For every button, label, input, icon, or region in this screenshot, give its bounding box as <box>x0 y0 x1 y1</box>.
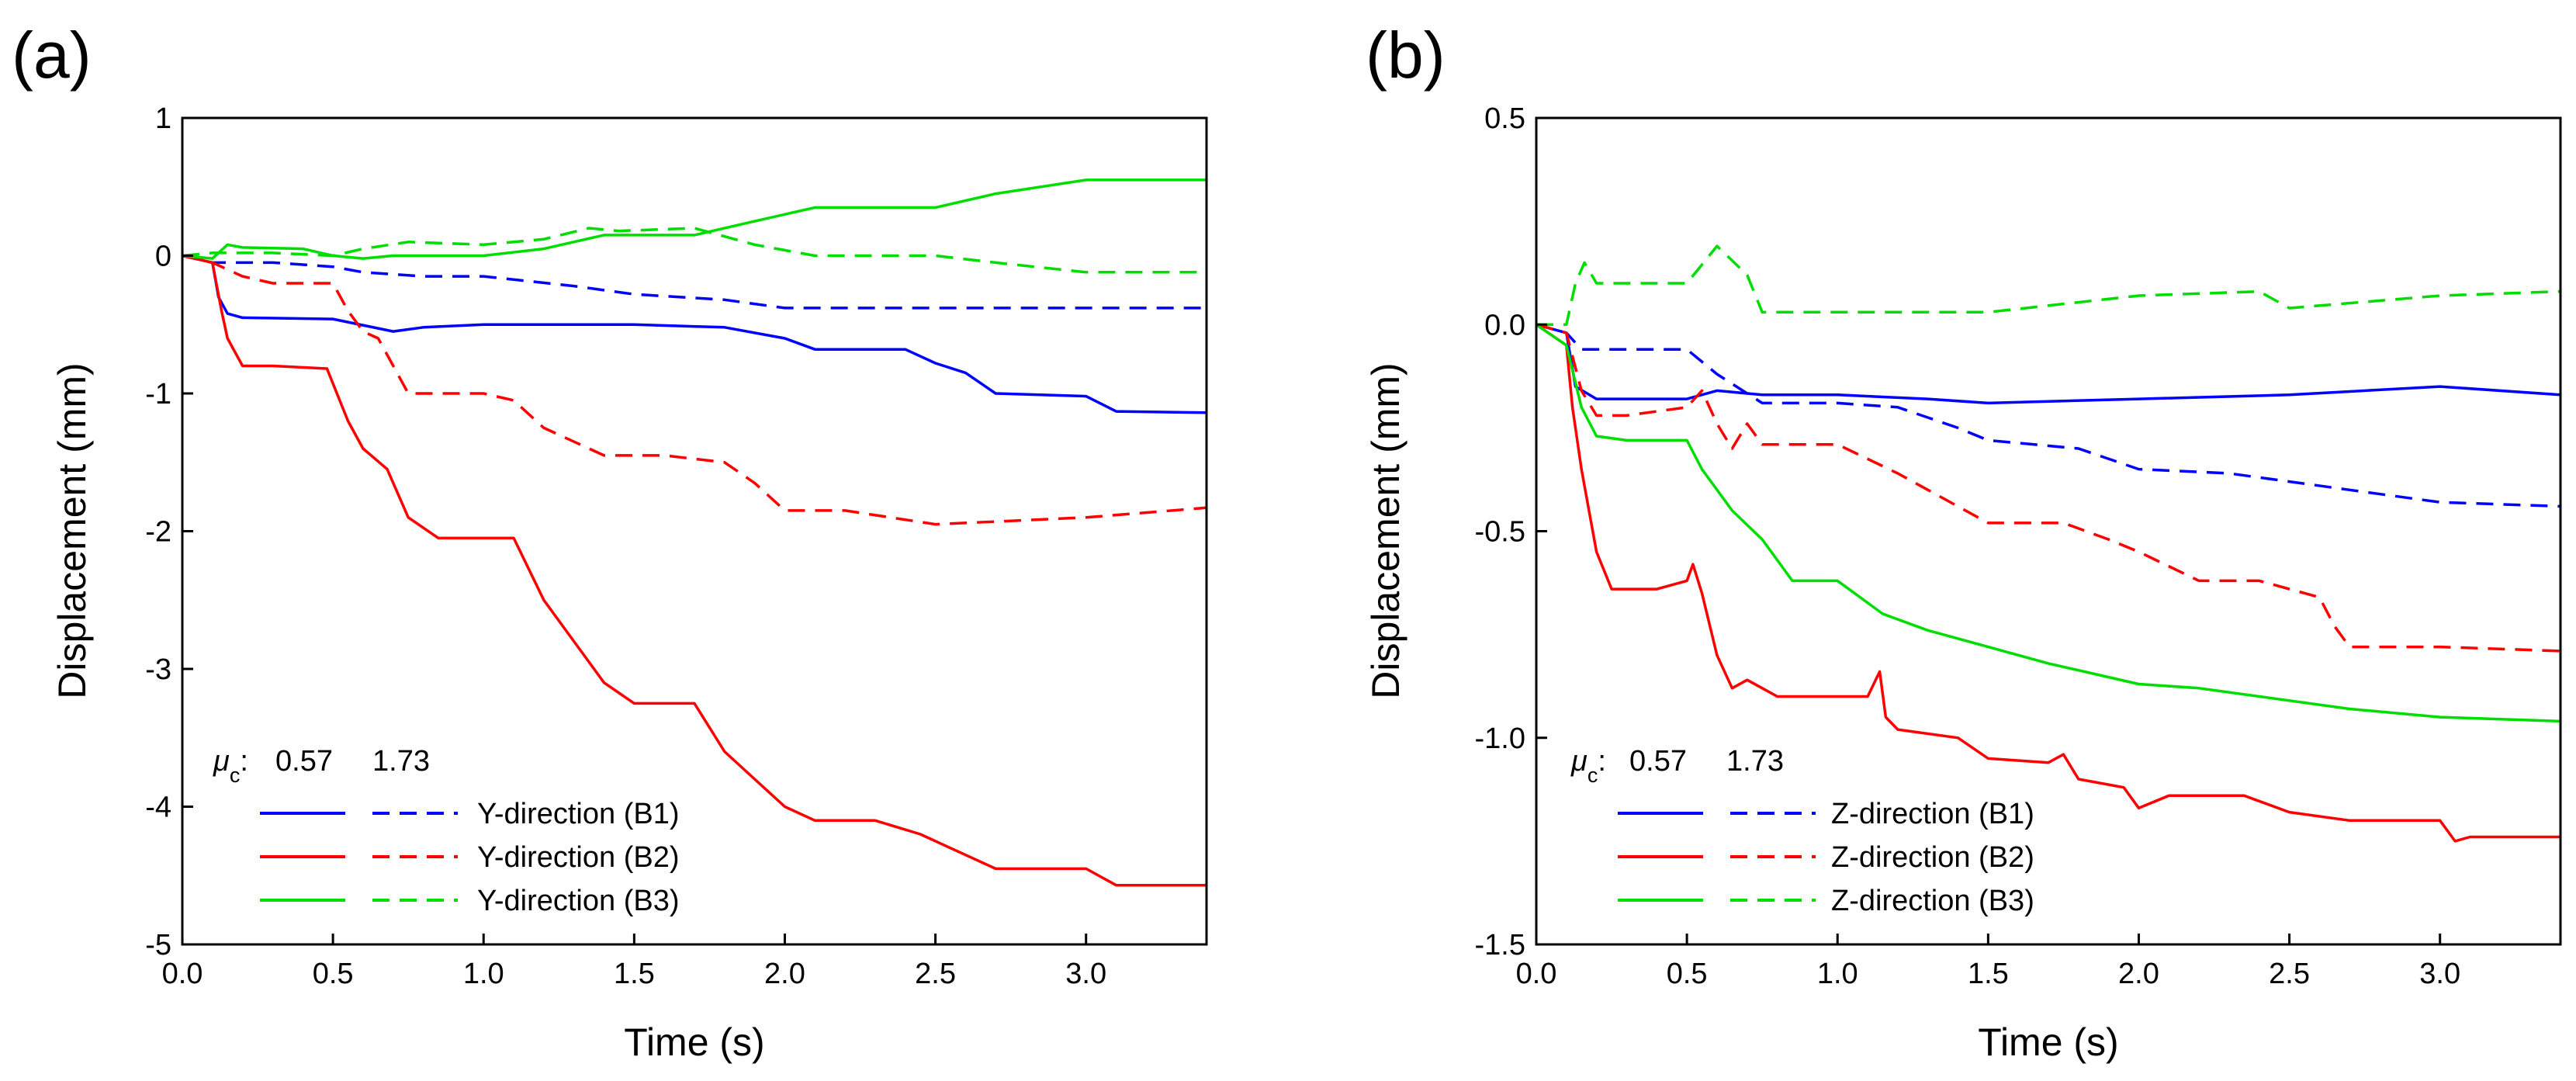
ticks-layer: 0.0 0.5 1.0 1.5 2.0 2.5 3.0 1 0 -1 -2 -3 -4 -5 <box>145 102 1106 990</box>
series-line-4 <box>1536 323 2561 723</box>
y-axis-label: Displacement (mm) <box>1364 362 1407 698</box>
y-tick-label: -2 <box>145 516 171 549</box>
series-line-5 <box>182 227 1207 274</box>
x-tick-label: 1.0 <box>463 958 504 990</box>
y-tick-label: -1 <box>145 378 171 411</box>
legend-col2: 1.73 <box>1726 745 1784 778</box>
y-tick-label: -0.5 <box>1475 516 1525 549</box>
legend: μc: 0.57 1.73 Z-direction (B1) Z-directi… <box>1570 745 2034 917</box>
x-tick-label: 3.0 <box>1065 958 1106 990</box>
legend-label: Z-direction (B1) <box>1831 798 2034 830</box>
legend-label: Y-direction (B2) <box>477 841 680 874</box>
series-line-2 <box>1536 323 2560 843</box>
x-tick-label: 1.5 <box>614 958 655 990</box>
x-tick-label: 0.5 <box>1667 958 1708 990</box>
x-tick-label: 3.0 <box>2419 958 2460 990</box>
legend-entry-b3: Z-direction (B3) <box>1618 885 2034 917</box>
series-line-2 <box>182 254 1207 887</box>
y-tick-label: -4 <box>145 792 171 824</box>
y-tick-label: 0 <box>155 241 171 273</box>
x-tick-label: 1.5 <box>1968 958 2009 990</box>
ticks-layer: 0.0 0.5 1.0 1.5 2.0 2.5 3.0 0.5 0.0 -0.5 -1.0 -1.5 <box>1475 102 2461 990</box>
series-line-0 <box>182 254 1207 414</box>
legend-entry-b3: Y-direction (B3) <box>260 885 680 917</box>
legend-entry-b2: Z-direction (B2) <box>1618 841 2034 874</box>
y-tick-label: -1.5 <box>1475 929 1525 961</box>
panel-b: (b) 0.0 0.5 1.0 1.5 2.0 2.5 3.0 0.5 0.0 -0.5 -1.0 -… <box>1364 19 2562 1064</box>
x-tick-label: 2.0 <box>2118 958 2159 990</box>
x-tick-label: 2.0 <box>764 958 805 990</box>
plot-frame <box>181 116 1208 946</box>
y-tick-label: -1.0 <box>1475 722 1525 755</box>
mu-colon: : <box>240 745 248 778</box>
series-line-1 <box>1536 323 2561 508</box>
legend-entry-b2: Y-direction (B2) <box>260 841 680 874</box>
mu-subscript: c <box>1587 764 1598 787</box>
y-tick-label: 1 <box>155 102 171 135</box>
series-line-5 <box>1536 244 2561 327</box>
legend-col1: 0.57 <box>275 745 333 778</box>
legend: μc: 0.57 1.73 Y-direction (B1) Y-directi… <box>213 745 680 917</box>
legend-entry-b1: Z-direction (B1) <box>1618 798 2034 830</box>
y-tick-label: 0.5 <box>1484 102 1525 135</box>
series-line-3 <box>1536 323 2561 653</box>
legend-mu-header: μc: <box>1570 745 1606 787</box>
x-axis-label: Time (s) <box>1978 1020 2118 1064</box>
panel-a: (a) 0.0 0.5 1.0 1.5 2.0 2.5 3.0 1 0 -1 -2 -3 -4 -5 Ti… <box>12 19 1208 1064</box>
legend-col2: 1.73 <box>372 745 430 778</box>
mu-subscript: c <box>230 764 241 787</box>
x-tick-label: 0.5 <box>313 958 354 990</box>
legend-label: Z-direction (B2) <box>1831 841 2034 874</box>
y-tick-label: 0.0 <box>1484 309 1525 341</box>
x-tick-label: 1.0 <box>1817 958 1858 990</box>
series-line-3 <box>182 254 1207 526</box>
x-tick-label: 2.5 <box>915 958 956 990</box>
legend-label: Z-direction (B3) <box>1831 885 2034 917</box>
x-tick-label: 2.5 <box>2269 958 2310 990</box>
mu-symbol: μ <box>213 745 230 778</box>
legend-label: Y-direction (B3) <box>477 885 680 917</box>
legend-label: Y-direction (B1) <box>477 798 680 830</box>
legend-col1: 0.57 <box>1629 745 1687 778</box>
legend-mu-header: μc: <box>213 745 248 787</box>
y-tick-label: -3 <box>145 653 171 686</box>
y-tick-label: -5 <box>145 929 171 961</box>
x-tick-label: 0.0 <box>1516 958 1557 990</box>
mu-colon: : <box>1598 745 1606 778</box>
series-layer <box>1536 244 2561 843</box>
mu-symbol: μ <box>1570 745 1587 778</box>
legend-entry-b1: Y-direction (B1) <box>260 798 680 830</box>
y-axis-label: Displacement (mm) <box>50 362 94 698</box>
series-line-1 <box>182 254 1207 310</box>
panel-label: (a) <box>12 19 92 92</box>
series-layer <box>182 178 1207 887</box>
series-line-0 <box>1536 323 2561 405</box>
panel-label: (b) <box>1366 19 1446 92</box>
x-axis-label: Time (s) <box>624 1020 764 1064</box>
x-tick-label: 0.0 <box>162 958 203 990</box>
series-line-4 <box>182 178 1207 260</box>
